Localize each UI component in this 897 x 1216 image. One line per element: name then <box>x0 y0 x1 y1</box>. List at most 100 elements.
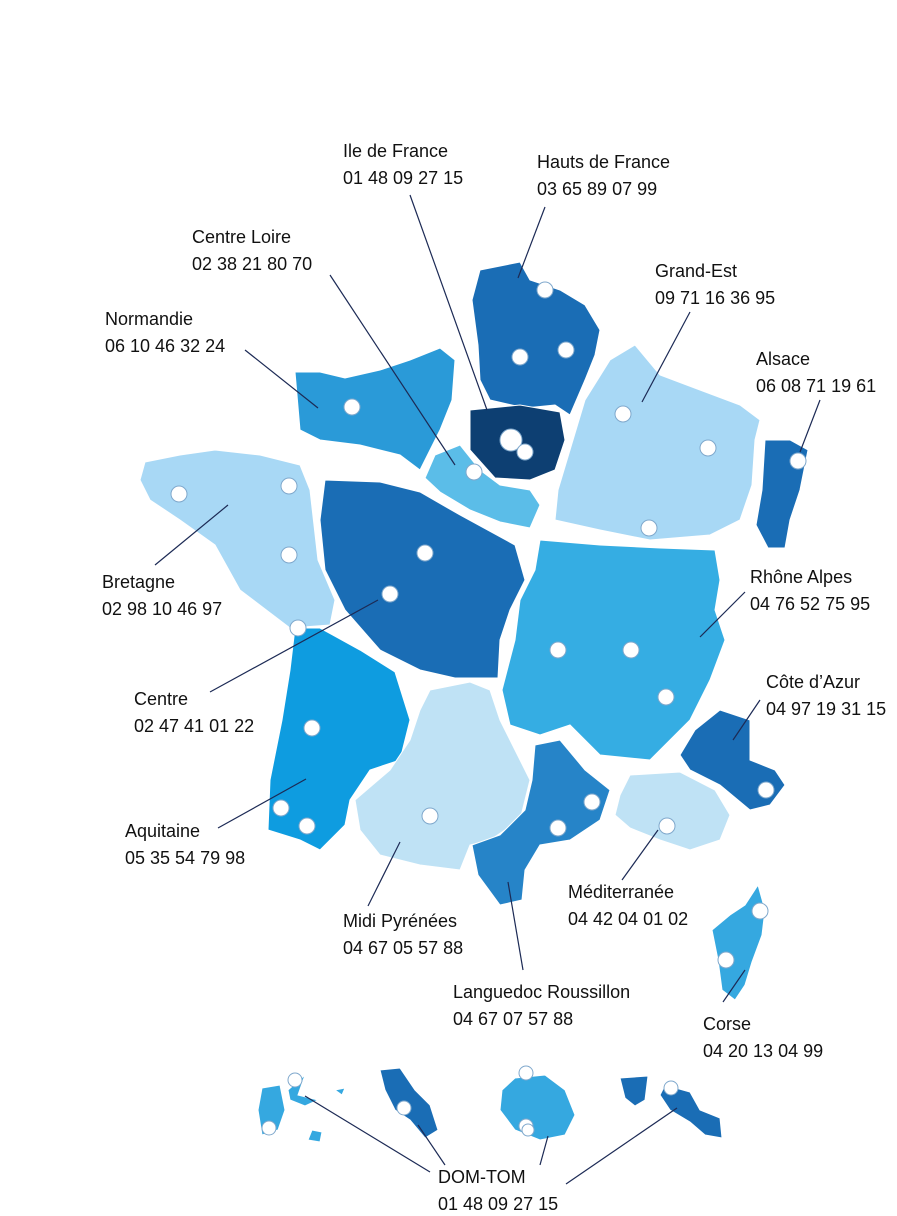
leader-line <box>641 311 691 403</box>
marker <box>261 1120 277 1136</box>
marker <box>757 781 775 799</box>
marker <box>280 546 298 564</box>
marker <box>614 405 632 423</box>
region-phone: 09 71 16 36 95 <box>655 288 775 308</box>
marker <box>557 341 575 359</box>
region-name: Hauts de France <box>537 152 670 172</box>
marker <box>421 807 439 825</box>
region-phone: 02 47 41 01 22 <box>134 716 254 736</box>
region-name: Bretagne <box>102 572 175 592</box>
marker <box>465 463 483 481</box>
bretagne <box>139 449 336 629</box>
region-phone: 04 67 07 57 88 <box>453 1009 573 1029</box>
marker <box>583 793 601 811</box>
region-name: Aquitaine <box>125 821 200 841</box>
centre <box>319 479 526 679</box>
midi-pyrenees <box>354 681 531 871</box>
marker <box>416 544 434 562</box>
region-phone: 03 65 89 07 99 <box>537 179 657 199</box>
region-name: Corse <box>703 1014 751 1034</box>
leader-line <box>367 841 401 907</box>
leader-line <box>217 778 307 829</box>
region-name: Centre Loire <box>192 227 291 247</box>
region-name: Rhône Alpes <box>750 567 852 587</box>
leader-line <box>621 829 659 881</box>
region-name: Centre <box>134 689 188 709</box>
region-phone: 02 98 10 46 97 <box>102 599 222 619</box>
marker <box>287 1072 303 1088</box>
aquitaine <box>267 627 411 851</box>
markers <box>170 281 807 1137</box>
marker <box>622 641 640 659</box>
marker <box>298 817 316 835</box>
region-name: DOM-TOM <box>438 1167 526 1187</box>
region-phone: 06 10 46 32 24 <box>105 336 225 356</box>
region-phone: 05 35 54 79 98 <box>125 848 245 868</box>
leader-line <box>732 699 761 741</box>
leader-line <box>409 194 488 411</box>
marker <box>280 477 298 495</box>
hauts-de-france <box>471 261 601 416</box>
region-phone: 04 97 19 31 15 <box>766 699 886 719</box>
leader-line <box>417 1124 446 1166</box>
marker <box>289 619 307 637</box>
marker <box>663 1080 679 1096</box>
labels: Ile de France 01 48 09 27 15 Hauts de Fran… <box>102 141 886 1214</box>
marker <box>536 281 554 299</box>
marker <box>499 428 523 452</box>
rhone-alpes <box>501 539 726 761</box>
region-name: Languedoc Roussillon <box>453 982 630 1002</box>
leader-line <box>209 599 379 693</box>
region-phone: 02 38 21 80 70 <box>192 254 312 274</box>
region-name: Ile de France <box>343 141 448 161</box>
marker <box>549 819 567 837</box>
marker <box>272 799 290 817</box>
region-phone: 04 20 13 04 99 <box>703 1041 823 1061</box>
marker <box>518 1065 534 1081</box>
leader-line <box>329 274 456 466</box>
marker <box>699 439 717 457</box>
leader-line <box>539 1135 549 1166</box>
marker <box>789 452 807 470</box>
region-name: Normandie <box>105 309 193 329</box>
region-phone: 04 67 05 57 88 <box>343 938 463 958</box>
region-phone: 04 42 04 01 02 <box>568 909 688 929</box>
grand-est <box>554 344 761 541</box>
dom-guyane-mayotte <box>619 1075 723 1139</box>
marker <box>549 641 567 659</box>
region-phone: 06 08 71 19 61 <box>756 376 876 396</box>
leader-line <box>565 1107 678 1185</box>
marker <box>343 398 361 416</box>
corse <box>711 883 766 1001</box>
dom-reunion <box>499 1074 576 1141</box>
region-name: Alsace <box>756 349 810 369</box>
leader-line <box>507 881 524 971</box>
marker <box>658 817 676 835</box>
marker <box>516 443 534 461</box>
mediterranee <box>614 771 731 851</box>
leader-line <box>722 969 746 1003</box>
marker <box>657 688 675 706</box>
leader-lines <box>154 194 821 1185</box>
dom-guadeloupe <box>257 1073 346 1143</box>
marker <box>511 348 529 366</box>
region-name: Midi Pyrénées <box>343 911 457 931</box>
region-phone: 01 48 09 27 15 <box>343 168 463 188</box>
region-name: Méditerranée <box>568 882 674 902</box>
marker <box>381 585 399 603</box>
region-name: Grand-Est <box>655 261 737 281</box>
marker <box>717 951 735 969</box>
cote-d-azur <box>679 709 786 811</box>
leader-line <box>517 206 546 279</box>
marker <box>303 719 321 737</box>
region-name: Côte d’Azur <box>766 672 860 692</box>
marker <box>396 1100 412 1116</box>
normandie <box>294 347 456 471</box>
marker <box>521 1123 535 1137</box>
marker <box>170 485 188 503</box>
leader-line <box>304 1095 431 1173</box>
languedoc-roussillon <box>471 739 611 906</box>
region-phone: 01 48 09 27 15 <box>438 1194 558 1214</box>
marker <box>640 519 658 537</box>
leader-line <box>154 504 229 566</box>
